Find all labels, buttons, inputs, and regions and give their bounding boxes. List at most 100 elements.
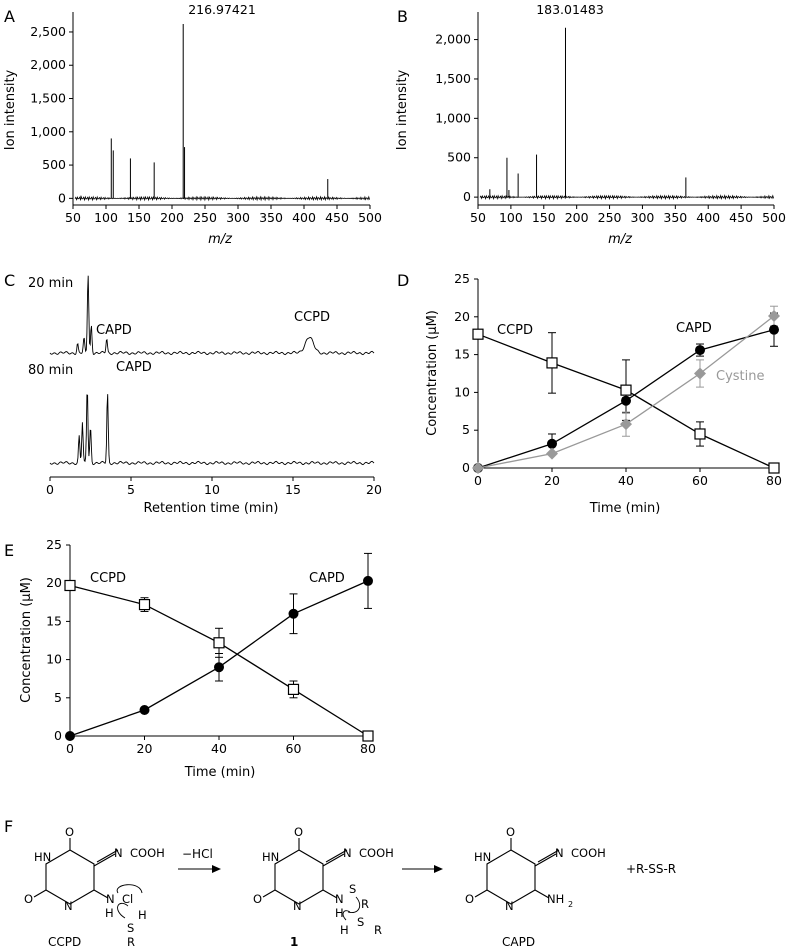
ccpd-chlorine: Cl bbox=[122, 892, 133, 906]
panel-e-ytick-label: 25 bbox=[46, 537, 62, 552]
panel-e-point-capd bbox=[139, 705, 150, 716]
panel-c-xtick-label: 20 bbox=[366, 482, 382, 497]
panel-d-point-capd bbox=[769, 324, 779, 335]
int1-ring-n: N bbox=[293, 899, 302, 913]
molecule-capd: O N COOH HN N O NH 2 CAPD bbox=[465, 825, 606, 949]
panel-b-ytick-label: 0 bbox=[463, 189, 471, 204]
disulfide-byproduct: +R-SS-R bbox=[626, 862, 676, 876]
panel-e-xtick-label: 20 bbox=[137, 741, 153, 756]
panel-a-xtick-label: 50 bbox=[65, 210, 81, 225]
ccpd-thiol-s: S bbox=[127, 921, 134, 935]
panel-c-t2-capd-label: CAPD bbox=[116, 360, 152, 375]
panel-letter-f: F bbox=[4, 817, 13, 836]
panel-c-trace-2 bbox=[49, 394, 375, 466]
panel-a-peak-label: 216.97421 bbox=[188, 2, 256, 17]
ccpd-oxygen-top: O bbox=[65, 825, 74, 839]
panel-letter-a: A bbox=[4, 7, 15, 26]
panel-b-xtick-label: 250 bbox=[598, 210, 622, 225]
capd-ring-n: N bbox=[505, 899, 514, 913]
panel-e-ylabel: Concentration (µM) bbox=[19, 577, 34, 703]
panel-b-xtick-label: 50 bbox=[470, 210, 486, 225]
panel-d-point-capd bbox=[547, 438, 557, 449]
panel-c-t1-capd-label: CAPD bbox=[96, 323, 132, 338]
panel-d-ytick-label: 25 bbox=[454, 271, 470, 286]
panel-e-point-ccpd bbox=[362, 730, 374, 742]
panel-e-point-capd bbox=[65, 731, 75, 741]
panel-c-xtick-label: 5 bbox=[127, 482, 135, 497]
int1-r-2: R bbox=[374, 923, 382, 937]
panel-b-xtick-label: 400 bbox=[696, 210, 720, 225]
capd-imine-n: N bbox=[555, 846, 564, 860]
reagent-minus-hcl: −HCl bbox=[182, 847, 213, 861]
ccpd-ring-n: N bbox=[64, 899, 73, 913]
panel-d-xtick-label: 20 bbox=[544, 473, 560, 488]
int1-thiol-h: H bbox=[340, 923, 349, 937]
panel-a-ytick-label: 2,500 bbox=[30, 24, 66, 39]
panel-c-t1-ccpd-label: CCPD bbox=[294, 310, 330, 325]
panel-e-capd-label: CAPD bbox=[309, 571, 345, 586]
panel-d-cystine-label: Cystine bbox=[716, 369, 765, 384]
molecule-intermediate-1: O N COOH HN N O N H S R H S R 1 bbox=[253, 825, 394, 949]
panel-d-ytick-label: 5 bbox=[462, 422, 470, 437]
panel-c-trace-1 bbox=[49, 275, 375, 356]
panel-e-point-capd bbox=[214, 662, 224, 673]
panel-e-ytick-label: 15 bbox=[46, 613, 62, 628]
capd-hn: HN bbox=[474, 850, 491, 864]
panel-b-xtick-label: 300 bbox=[631, 210, 655, 225]
panel-e-time-course: Concentration (µM) Time (min) CCPD CAPD … bbox=[19, 537, 376, 780]
panel-e-xtick-label: 60 bbox=[286, 741, 302, 756]
ccpd-oxygen-bottom: O bbox=[24, 892, 33, 906]
panel-d-point-cystine bbox=[472, 462, 484, 474]
panel-b-ytick-label: 500 bbox=[447, 150, 471, 165]
panel-b-ylabel: Ion intensity bbox=[395, 69, 410, 150]
panel-d-time-course: Concentration (µM) Time (min) CCPD CAPD … bbox=[425, 271, 782, 516]
panel-d-point-capd bbox=[695, 345, 705, 356]
panel-a-baseline bbox=[74, 195, 370, 202]
panel-c-trace1-label: 20 min bbox=[28, 276, 73, 291]
int1-sulfur-2: S bbox=[357, 915, 364, 929]
panel-e-ccpd-label: CCPD bbox=[90, 571, 126, 586]
panel-e-point-ccpd bbox=[287, 683, 300, 695]
panel-c-xlabel: Retention time (min) bbox=[144, 501, 279, 516]
int1-cooh: COOH bbox=[359, 846, 394, 860]
ccpd-caption: CCPD bbox=[48, 935, 81, 949]
panel-b-ytick-label: 1,500 bbox=[435, 71, 471, 86]
panel-e-point-ccpd bbox=[64, 579, 76, 592]
panel-letter-c: C bbox=[4, 271, 15, 290]
int1-nh-h: H bbox=[335, 906, 344, 920]
int1-caption: 1 bbox=[290, 935, 298, 949]
panel-d-capd-label: CAPD bbox=[676, 321, 712, 336]
panel-b-peak-label: 183.01483 bbox=[536, 2, 604, 17]
panel-c-xtick-label: 10 bbox=[204, 482, 220, 497]
panel-a-ytick-label: 500 bbox=[42, 157, 66, 172]
capd-oxygen-top: O bbox=[506, 825, 515, 839]
panel-f-reaction-scheme: O N COOH HN N O N H Cl H S R CCPD −HCl O bbox=[24, 825, 676, 949]
ccpd-nh-n: N bbox=[106, 892, 115, 906]
int1-hn: HN bbox=[262, 850, 279, 864]
panel-d-ytick-label: 20 bbox=[454, 309, 470, 324]
panel-a-xtick-label: 400 bbox=[292, 210, 316, 225]
int1-oxygen-bottom: O bbox=[253, 892, 262, 906]
panel-a-xtick-label: 100 bbox=[94, 210, 118, 225]
panel-e-point-capd bbox=[288, 608, 299, 619]
panel-e-point-ccpd bbox=[213, 637, 225, 649]
int1-nh-n: N bbox=[335, 892, 344, 906]
panel-b-xtick-label: 450 bbox=[729, 210, 753, 225]
panel-e-point-ccpd bbox=[138, 598, 151, 611]
panel-d-point-ccpd bbox=[472, 328, 484, 340]
panel-d-point-ccpd bbox=[694, 428, 706, 440]
panel-d-ytick-label: 0 bbox=[462, 460, 470, 475]
panel-a-xtick-label: 200 bbox=[160, 210, 184, 225]
panel-a-ytick-label: 1,500 bbox=[30, 91, 66, 106]
panel-d-xtick-label: 60 bbox=[692, 473, 708, 488]
panel-letter-e: E bbox=[4, 541, 14, 560]
capd-caption: CAPD bbox=[502, 935, 535, 949]
panel-e-point-capd bbox=[363, 575, 373, 586]
molecule-ccpd: O N COOH HN N O N H Cl H S R CCPD bbox=[24, 825, 165, 949]
panel-e-xlabel: Time (min) bbox=[184, 765, 256, 780]
panel-d-xlabel: Time (min) bbox=[589, 501, 661, 516]
panel-d-point-cystine bbox=[620, 418, 632, 431]
panel-a-xtick-label: 500 bbox=[358, 210, 382, 225]
capd-nh2-subscript: 2 bbox=[568, 900, 573, 909]
